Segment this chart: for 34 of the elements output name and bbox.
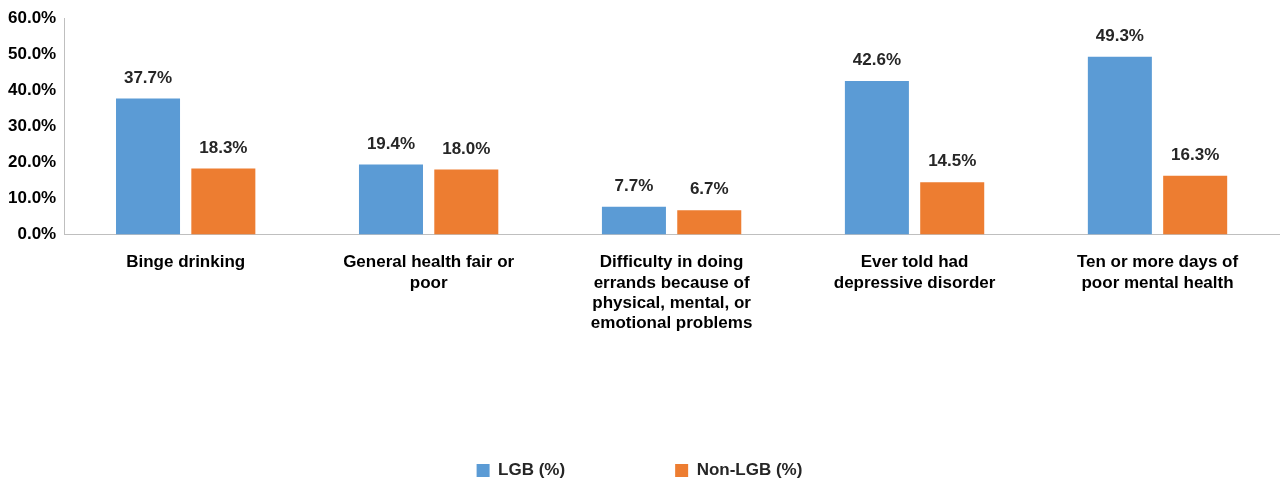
legend-label: Non-LGB (%) — [696, 460, 803, 480]
data-label: 7.7% — [614, 175, 654, 195]
y-tick-label: 50.0% — [8, 43, 57, 63]
bar — [1163, 175, 1228, 235]
data-label: 14.5% — [928, 151, 977, 171]
x-tick-label: Ten or more days of poor mental health — [1076, 252, 1239, 292]
bar — [116, 98, 181, 235]
data-label: 37.7% — [123, 67, 173, 87]
x-tick-label: Difficulty in doing errands because of physical, mental, or emotional problems — [590, 252, 753, 333]
y-tick-label: 20.0% — [8, 152, 57, 172]
data-label: 42.6% — [852, 50, 901, 70]
bar — [844, 80, 909, 235]
bar — [434, 169, 499, 235]
data-label: 49.3% — [1095, 25, 1144, 45]
bar — [1087, 56, 1152, 235]
y-tick-label: 10.0% — [8, 188, 57, 208]
bar — [677, 210, 742, 235]
bar — [191, 168, 256, 235]
y-tick-label: 40.0% — [8, 79, 57, 99]
y-tick-label: 60.0% — [8, 7, 57, 27]
y-tick-label: 30.0% — [8, 115, 57, 135]
data-label: 18.0% — [442, 138, 491, 158]
legend-label: LGB (%) — [498, 460, 566, 480]
bar — [920, 182, 985, 235]
x-tick-label: Ever told had depressive disorder — [833, 252, 996, 292]
x-tick-label: General health fair or poor — [343, 252, 515, 292]
bar — [358, 164, 423, 235]
y-tick-label: 0.0% — [17, 224, 57, 244]
data-label: 16.3% — [1171, 144, 1220, 164]
data-label: 18.3% — [199, 137, 248, 157]
x-tick-label: Binge drinking — [126, 252, 246, 272]
data-label: 6.7% — [689, 179, 729, 199]
bar — [601, 206, 666, 235]
data-label: 19.4% — [366, 133, 416, 153]
